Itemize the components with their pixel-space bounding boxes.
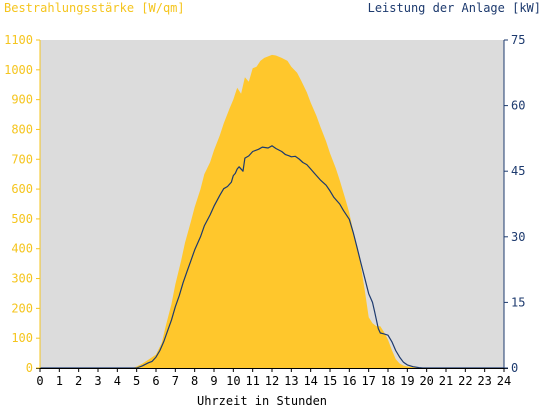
x-tick-label: 2 bbox=[75, 374, 82, 388]
left-tick-label: 300 bbox=[11, 272, 33, 286]
left-tick-label: 900 bbox=[11, 93, 33, 107]
x-tick-label: 12 bbox=[265, 374, 279, 388]
right-tick-label: 30 bbox=[511, 230, 525, 244]
irradiance-area bbox=[40, 54, 504, 369]
x-tick-label: 19 bbox=[400, 374, 414, 388]
power-line bbox=[40, 145, 504, 369]
left-tick-label: 0 bbox=[26, 361, 33, 375]
x-tick-label: 22 bbox=[458, 374, 472, 388]
x-tick-label: 14 bbox=[303, 374, 317, 388]
x-tick-label: 11 bbox=[245, 374, 259, 388]
left-tick-label: 100 bbox=[11, 331, 33, 345]
x-tick-label: 21 bbox=[439, 374, 453, 388]
x-tick-label: 8 bbox=[191, 374, 198, 388]
left-tick-label: 600 bbox=[11, 182, 33, 196]
right-tick-label: 60 bbox=[511, 99, 525, 113]
right-tick-label: 75 bbox=[511, 33, 525, 47]
x-tick-label: 9 bbox=[210, 374, 217, 388]
series-layer bbox=[40, 54, 504, 369]
x-tick-label: 10 bbox=[226, 374, 240, 388]
x-tick-label: 17 bbox=[361, 374, 375, 388]
x-tick-label: 6 bbox=[152, 374, 159, 388]
x-tick-label: 13 bbox=[284, 374, 298, 388]
x-axis-label: Uhrzeit in Stunden bbox=[197, 394, 327, 408]
axis-layer: 0100200300400500600700800900100011000153… bbox=[4, 33, 525, 388]
x-tick-label: 7 bbox=[172, 374, 179, 388]
x-tick-label: 3 bbox=[94, 374, 101, 388]
right-tick-label: 0 bbox=[511, 361, 518, 375]
left-tick-label: 700 bbox=[11, 152, 33, 166]
left-tick-label: 1000 bbox=[4, 63, 33, 77]
left-axis-title: Bestrahlungsstärke [W/qm] bbox=[4, 1, 185, 15]
right-axis-title: Leistung der Anlage [kW] bbox=[368, 1, 541, 15]
right-tick-label: 45 bbox=[511, 164, 525, 178]
left-tick-label: 500 bbox=[11, 212, 33, 226]
left-tick-label: 800 bbox=[11, 122, 33, 136]
x-tick-label: 23 bbox=[477, 374, 491, 388]
x-tick-label: 0 bbox=[36, 374, 43, 388]
x-tick-label: 4 bbox=[114, 374, 121, 388]
x-tick-label: 16 bbox=[342, 374, 356, 388]
right-tick-label: 15 bbox=[511, 295, 525, 309]
x-tick-label: 20 bbox=[419, 374, 433, 388]
x-tick-label: 15 bbox=[323, 374, 337, 388]
left-tick-label: 1100 bbox=[4, 33, 33, 47]
x-tick-label: 24 bbox=[497, 374, 511, 388]
left-tick-label: 400 bbox=[11, 242, 33, 256]
x-tick-label: 18 bbox=[381, 374, 395, 388]
x-tick-label: 1 bbox=[56, 374, 63, 388]
left-tick-label: 200 bbox=[11, 301, 33, 315]
x-tick-label: 5 bbox=[133, 374, 140, 388]
